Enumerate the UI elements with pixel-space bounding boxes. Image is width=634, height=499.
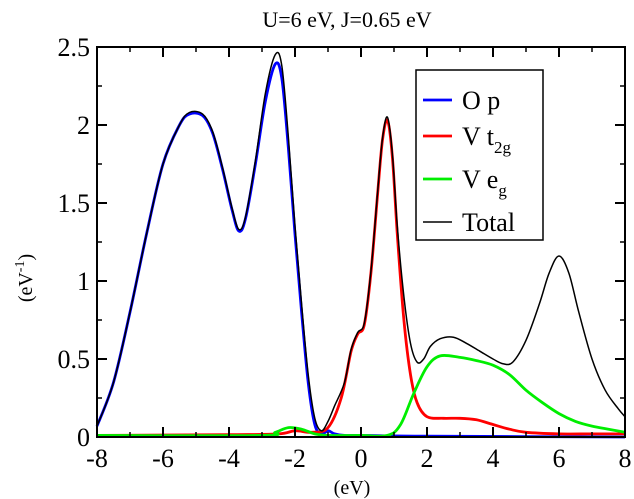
x-axis-label: (eV) [334, 477, 371, 499]
legend: O p V t2g V eg Total [415, 69, 544, 241]
y-tick-label: 0 [77, 423, 90, 452]
series-layer [95, 51, 626, 439]
chart-title: U=6 eV, J=0.65 eV [262, 7, 431, 32]
y-tick-label: 0.5 [58, 345, 91, 374]
legend-label-v-e-g: V eg [462, 165, 507, 200]
plot-frame [96, 46, 626, 438]
series-line-total [96, 51, 626, 432]
x-tick-label: 2 [421, 444, 434, 473]
x-tick-label: 8 [619, 444, 632, 473]
legend-label-total: Total [462, 208, 515, 237]
legend-box [415, 69, 544, 241]
y-axis-label-close: ) [15, 254, 37, 261]
y-tick-label: 2 [77, 111, 90, 140]
legend-label-v-t-2g: V t2g [462, 122, 512, 157]
axes-layer: -8 -6 -4 -2 0 2 4 6 8 0 0.5 1 1.5 2 2.5 [58, 33, 632, 473]
x-tick-label: -6 [152, 444, 174, 473]
y-tick-label: 1.5 [58, 189, 91, 218]
x-tick-label: 4 [487, 444, 500, 473]
series-line-v-t-2g [96, 118, 625, 437]
y-axis-label-superscript: -1 [13, 261, 28, 273]
x-tick-label: -4 [218, 444, 240, 473]
y-tick-label: 2.5 [58, 33, 91, 62]
y-tick-label: 1 [77, 267, 90, 296]
x-tick-label: 6 [553, 444, 566, 473]
legend-label-o-p: O p [462, 86, 500, 115]
series-line-o-p [95, 61, 626, 439]
y-axis-label: (eV-1) [13, 254, 37, 302]
series-line-v-e-g [96, 353, 626, 438]
x-tick-label: -8 [86, 444, 108, 473]
y-axis-label-base: (eV [15, 272, 37, 303]
x-tick-label: 0 [355, 444, 368, 473]
x-tick-label: -2 [284, 444, 306, 473]
